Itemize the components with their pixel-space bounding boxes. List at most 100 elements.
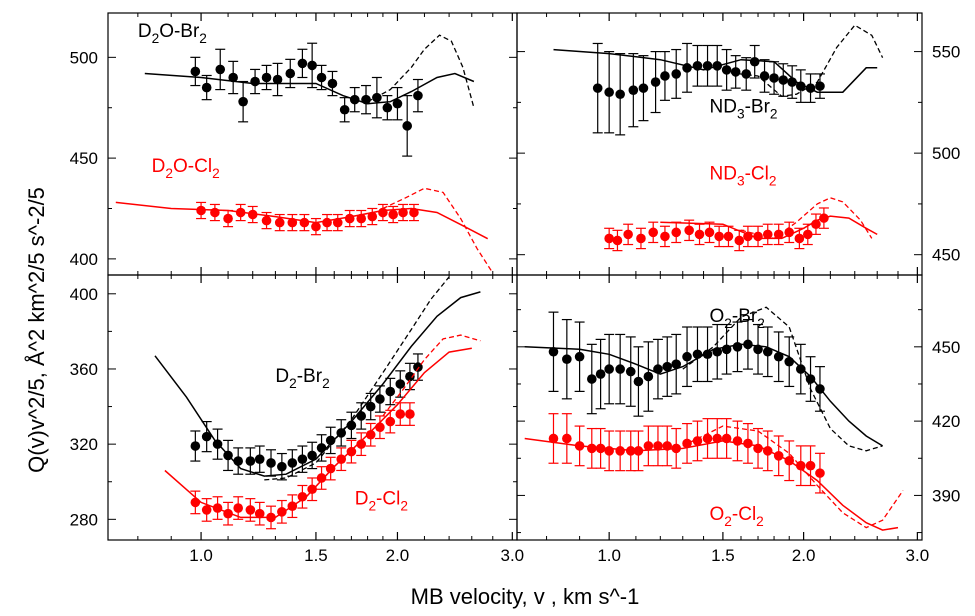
x-tick-label: 3.0 — [500, 546, 524, 565]
y-tick-label: 420 — [932, 412, 960, 431]
x-tick-label: 2.0 — [792, 546, 816, 565]
y-tick-label: 280 — [70, 510, 98, 529]
data-point — [773, 229, 784, 240]
data-point — [692, 61, 703, 71]
data-point — [339, 104, 350, 115]
data-point — [753, 231, 763, 242]
data-point — [196, 205, 206, 216]
data-point — [375, 394, 385, 404]
data-point — [753, 344, 763, 355]
data-point — [730, 67, 741, 77]
series-label: ND3​-Br2​ — [710, 97, 778, 122]
data-point — [660, 71, 670, 81]
y-tick-label: 450 — [70, 149, 98, 168]
data-point — [254, 454, 265, 464]
plot-area — [154, 276, 481, 530]
data-point — [660, 231, 670, 242]
data-point — [805, 374, 816, 384]
x-tick-label: 3.0 — [906, 546, 930, 565]
data-point — [261, 72, 272, 83]
x-tick-label: 2.0 — [386, 546, 410, 565]
data-point — [753, 443, 763, 454]
data-point — [325, 463, 336, 474]
data-point — [773, 351, 784, 362]
data-point — [322, 217, 332, 228]
data-point — [356, 439, 367, 449]
y-tick-label: 500 — [70, 48, 98, 67]
data-point — [190, 497, 201, 508]
data-point — [653, 441, 663, 451]
data-point — [311, 221, 321, 232]
model-curve-dashed — [382, 187, 494, 274]
data-point — [671, 443, 682, 454]
data-point — [356, 213, 367, 224]
data-point — [346, 420, 357, 431]
data-point — [636, 233, 646, 244]
data-point — [653, 364, 663, 374]
data-point — [356, 411, 367, 421]
y-tick-label: 500 — [932, 144, 960, 163]
data-point — [815, 384, 825, 394]
data-point — [794, 233, 805, 244]
data-point — [615, 446, 625, 456]
data-point — [643, 441, 654, 451]
y-axis-title: Q(v)v^2/5, Å^2 km^2/5 s^-2/5 — [24, 187, 49, 473]
data-point — [682, 351, 692, 362]
data-point — [223, 508, 233, 519]
data-point — [307, 484, 317, 495]
data-point — [307, 450, 317, 461]
panel-frame — [516, 274, 923, 541]
data-point — [787, 77, 797, 87]
data-point — [612, 235, 623, 246]
panels-group: 400 450 500 D2​O-Br2​ D2​O-Cl2​ 450 500 550 ND3​… — [70, 12, 960, 565]
data-point — [805, 460, 816, 471]
data-point — [365, 429, 376, 440]
data-point — [784, 227, 795, 238]
data-point — [277, 461, 287, 472]
data-point — [190, 66, 201, 77]
model-curve-dashed — [740, 197, 873, 240]
data-point — [802, 229, 813, 240]
y-tick-label: 320 — [70, 435, 98, 454]
data-point — [325, 435, 336, 446]
series-label: D2​-Br2​ — [275, 366, 329, 391]
data-point — [413, 362, 423, 372]
data-point — [287, 458, 298, 468]
data-point — [633, 376, 644, 387]
data-point — [615, 364, 625, 374]
model-curve-dashed — [382, 334, 481, 417]
data-point — [201, 505, 212, 515]
panel-top-right: 450 500 550 ND3​-Br2​ ND3​-Cl2​ — [516, 12, 960, 276]
data-point — [723, 231, 734, 242]
data-point — [395, 379, 406, 389]
data-point — [784, 455, 795, 466]
data-point — [741, 69, 752, 79]
model-curve-dashed — [682, 425, 904, 529]
data-point — [749, 56, 760, 67]
data-point — [190, 441, 201, 451]
data-point — [297, 491, 308, 502]
data-point — [349, 94, 360, 105]
series-label: D2​-Cl2​ — [355, 488, 408, 513]
data-point — [704, 227, 715, 238]
data-point — [574, 441, 585, 451]
data-point — [662, 441, 673, 451]
data-point — [261, 215, 272, 226]
data-point — [712, 433, 723, 444]
data-point — [375, 422, 385, 433]
data-point — [405, 371, 415, 382]
data-point — [277, 507, 287, 517]
data-point — [732, 436, 743, 446]
data-point — [643, 371, 654, 382]
data-point — [682, 63, 692, 73]
data-point — [285, 68, 296, 79]
data-point — [805, 83, 816, 93]
series-label: D2​O-Br2​ — [138, 21, 207, 46]
data-point — [815, 81, 825, 91]
data-point — [671, 69, 682, 79]
data-point — [299, 217, 310, 228]
data-point — [245, 505, 256, 515]
data-point — [625, 366, 636, 377]
data-point — [266, 458, 276, 468]
